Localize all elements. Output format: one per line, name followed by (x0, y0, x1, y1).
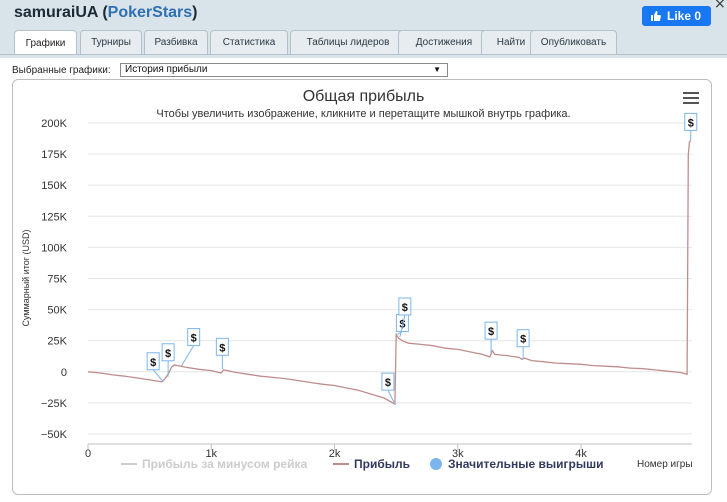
chart-selector-value: История прибыли (125, 64, 208, 75)
site-name[interactable]: PokerStars (107, 4, 193, 21)
legend-line-icon (333, 463, 349, 465)
legend-label: Значительные выигрыши (448, 457, 604, 471)
tab-statistics[interactable]: Статистика (210, 30, 288, 54)
tab-breakdown[interactable]: Разбивка (144, 30, 208, 54)
big-win-flag[interactable]: $ (684, 112, 698, 141)
big-win-flag[interactable]: $ (398, 297, 412, 338)
y-tick-label: 25K (47, 336, 67, 348)
legend-dot-icon (430, 458, 442, 470)
y-tick-label: 0 (61, 367, 67, 379)
chart-container[interactable] (12, 79, 712, 495)
y-tick-label: 100K (41, 242, 67, 254)
tab-achievements[interactable]: Достижения (398, 30, 490, 54)
y-tick-label: −50K (41, 429, 68, 441)
big-win-flag[interactable]: $ (484, 321, 498, 354)
window-title: samuraiUA (PokerStars) (14, 4, 198, 21)
svg-text:$: $ (520, 334, 526, 346)
x-tick-label: 2k (329, 448, 341, 460)
x-tick-label: 4k (575, 448, 587, 460)
svg-text:$: $ (165, 348, 171, 360)
facebook-like-button[interactable]: Like 0 (642, 6, 711, 26)
y-tick-label: 125K (41, 211, 67, 223)
legend-label: Прибыль (354, 457, 410, 471)
svg-text:$: $ (488, 326, 494, 338)
x-tick-label: 3k (452, 448, 464, 460)
chart-selector-dropdown[interactable]: История прибыли ▼ (120, 63, 448, 77)
legend-line-icon (121, 463, 137, 465)
svg-text:$: $ (688, 117, 694, 129)
tab-charts[interactable]: Графики (14, 30, 77, 55)
big-win-flag[interactable]: $ (215, 337, 229, 370)
svg-text:$: $ (402, 302, 408, 314)
svg-text:$: $ (385, 377, 391, 389)
chart-title: Общая прибыль (302, 88, 425, 105)
y-tick-label: 200K (41, 118, 67, 130)
dropdown-arrow-icon: ▼ (433, 65, 441, 74)
y-tick-label: 75K (47, 274, 67, 286)
big-win-flag[interactable]: $ (381, 372, 396, 405)
legend-item-profit[interactable]: Прибыль (333, 457, 410, 471)
thumbs-up-icon (650, 10, 662, 22)
svg-text:$: $ (191, 333, 197, 345)
y-axis-title: Суммарный итог (USD) (21, 229, 31, 326)
x-tick-label: 0 (85, 448, 91, 460)
big-win-flag[interactable]: $ (161, 343, 175, 377)
facebook-like-label: Like 0 (667, 9, 702, 23)
tab-tournaments[interactable]: Турниры (80, 30, 142, 54)
chart-subtitle: Чтобы увеличить изображение, кликните и … (156, 108, 571, 120)
x-axis-title: Номер игры (637, 459, 693, 470)
svg-text:$: $ (150, 357, 156, 369)
svg-text:$: $ (219, 342, 225, 354)
big-win-flag[interactable]: $ (516, 329, 530, 359)
tab-publish[interactable]: Опубликовать (530, 30, 617, 54)
y-tick-label: −25K (41, 398, 68, 410)
big-win-flag[interactable]: $ (181, 328, 201, 366)
y-tick-label: 150K (41, 180, 67, 192)
close-icon[interactable]: × (714, 0, 726, 12)
legend-label: Прибыль за минусом рейка (142, 457, 308, 471)
big-win-flag[interactable]: $ (146, 352, 164, 383)
tab-leaderboards[interactable]: Таблицы лидеров (290, 30, 406, 54)
player-name: samuraiUA (14, 4, 98, 21)
y-tick-label: 175K (41, 149, 67, 161)
tab-divider (0, 54, 727, 55)
y-tick-label: 50K (47, 305, 67, 317)
chart-selector-label: Выбранные графики: (12, 65, 111, 76)
profit-series-line (87, 139, 692, 406)
chart-menu-icon[interactable] (683, 92, 699, 106)
x-tick-label: 1k (205, 448, 217, 460)
legend-item-big-wins[interactable]: Значительные выигрыши (430, 457, 604, 471)
legend-item-net-profit[interactable]: Прибыль за минусом рейка (121, 457, 307, 471)
